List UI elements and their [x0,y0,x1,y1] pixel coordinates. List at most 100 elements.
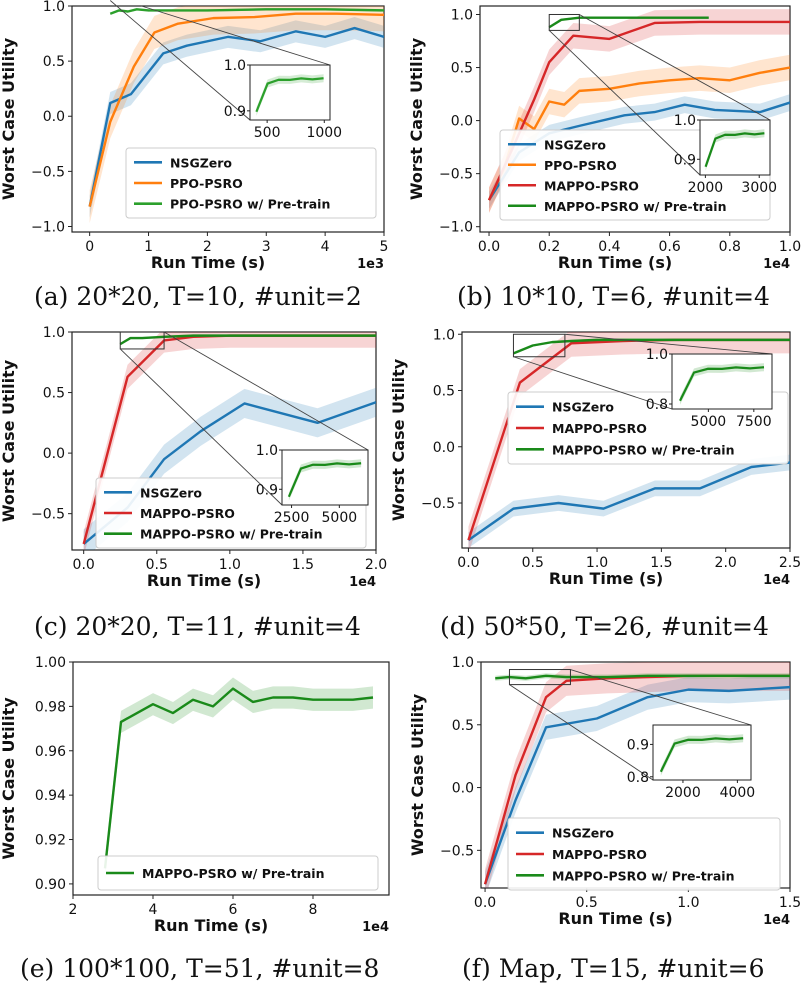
inset-x-tick-label: 1000 [306,125,342,141]
legend-label: MAPPO-PSRO w/ Pre-train [552,442,734,457]
inset-y-tick-label: 1.0 [646,347,668,363]
series-line-mappo-psro [487,20,790,201]
series-line-ppo-psro [487,66,790,201]
legend-label: MAPPO-PSRO [552,847,647,862]
zoom-connector [513,356,673,410]
inset-x-tick-label: 2000 [665,785,701,801]
y-tick-label: 0.0 [43,109,65,125]
band-mappo-psro [489,9,790,213]
x-tick-label: 2.0 [365,557,387,573]
y-tick-label: 0.98 [35,699,66,715]
plot-area [103,677,374,880]
inset-x-tick-label: 2000 [688,180,724,196]
legend-frame [97,855,379,891]
zoom-connector [564,333,773,355]
inset-frame [671,353,773,410]
zoom-connector [119,348,283,506]
inset-x-tick-label: 5000 [691,414,727,430]
legend: NSGZero MAPPO-PSRO MAPPO-PSRO w/ Pre-train [507,817,781,891]
y-tick-label: 0.5 [43,54,65,70]
y-tick-label: 0.0 [451,114,473,130]
x-tick-label: 6 [229,902,238,918]
inset-band [660,734,744,776]
zoom-connector [579,14,771,121]
inset-y-tick-label: 1.0 [224,58,246,74]
legend-label: NSGZero [140,485,202,500]
zoom-connector [509,684,654,781]
y-axis-label: Worst Case Utility [389,358,408,521]
x-axis-multiplier: 1e3 [357,257,384,272]
legend-label: MAPPO-PSRO w/ Pre-train [552,868,734,883]
x-tick-label: 2.0 [715,555,737,571]
zoom-source-box [508,669,571,686]
x-axis-multiplier: 1e4 [362,920,389,935]
legend-label: PPO-PSRO [544,158,617,173]
y-axis-label: Worst Case Utility [0,359,18,522]
zoom-connector [109,0,251,121]
band-nsgzero [485,674,790,888]
x-axis-label: Run Time (s) [549,569,663,588]
x-tick-label: 0.0 [474,895,496,911]
inset-frame [281,449,369,506]
y-tick-label: 0.96 [35,744,66,760]
legend: NSGZero MAPPO-PSRO MAPPO-PSRO w/ Pre-train [507,391,789,465]
y-tick-label: 1.0 [43,325,65,341]
band-mappo-psro [485,662,790,888]
inset-x-tick-label: 3000 [741,180,777,196]
inset-series-line [679,366,765,402]
zoom-source-box [119,331,165,350]
band-mappo-psro-w-pre-train [105,677,373,880]
y-axis-label: Worst Case Utility [0,697,18,860]
x-axis-multiplier: 1e4 [763,257,790,272]
plot-area [467,332,790,548]
inset-x-tick-label: 4000 [720,785,756,801]
inset-zoom: 5000 7500 0.8 1.0 [512,333,773,430]
inset-zoom: 2500 5000 0.9 1.0 [119,331,369,526]
x-tick-label: 4 [321,239,330,255]
y-tick-label: −1.0 [439,220,473,236]
legend-label: NSGZero [544,137,606,152]
series-line-nsgzero [483,685,790,885]
zoom-connector [570,669,752,726]
y-tick-label: −0.5 [440,843,474,859]
subplot-f: 0.0 0.5 1.0 1.5 −0.5 0.0 0.5 1.0 Run Time (s) Wor… [408,655,801,983]
band-nsgzero [468,454,790,548]
y-axis-label: Worst Case Utility [407,37,426,200]
x-tick-label: 8 [309,902,318,918]
x-tick-label: 0.5 [146,557,168,573]
subplot-b: 0.0 0.2 0.4 0.6 0.8 1.0 −1.0 −0.5 0.0 0.5 1.0 Run T… [407,5,801,311]
x-tick-label: 0.5 [576,895,598,911]
x-tick-label: 0.6 [658,239,680,255]
x-axis-label: Run Time (s) [154,916,268,935]
y-tick-label: 0.94 [35,788,66,804]
legend-label: MAPPO-PSRO [552,421,647,436]
y-tick-label: 1.0 [452,655,474,671]
inset-series-line [704,132,765,168]
zoom-source-box [548,13,580,31]
inset-band [288,459,362,501]
subplot-caption: (d) 50*50, T=26, #unit=4 [440,612,769,641]
y-tick-label: 1.00 [35,655,66,671]
series-line-mappo-psro-w-pre-train [495,674,790,680]
inset-band [705,129,765,171]
x-tick-label: 4 [149,902,158,918]
y-tick-label: 0.5 [451,61,473,77]
inset-zoom: 500 1000 0.9 1.0 [109,0,342,141]
legend: MAPPO-PSRO w/ Pre-train [97,855,379,891]
plot-area [88,6,384,224]
y-tick-label: −0.5 [31,164,65,180]
series-line-mappo-psro-w-pre-train [119,334,376,346]
x-tick-label: 2 [69,902,78,918]
x-tick-label: 0.0 [73,557,95,573]
x-tick-label: 1.0 [677,895,699,911]
legend-label: PPO-PSRO w/ Pre-train [170,197,330,212]
y-tick-label: 0.5 [452,718,474,734]
band-ppo-psro [489,54,790,213]
x-tick-label: 0.0 [478,239,500,255]
series-line-mappo-psro-w-pre-train [103,687,374,869]
band-nsgzero [89,17,384,218]
y-tick-label: 0.90 [35,877,66,893]
zoom-connector [141,5,331,66]
